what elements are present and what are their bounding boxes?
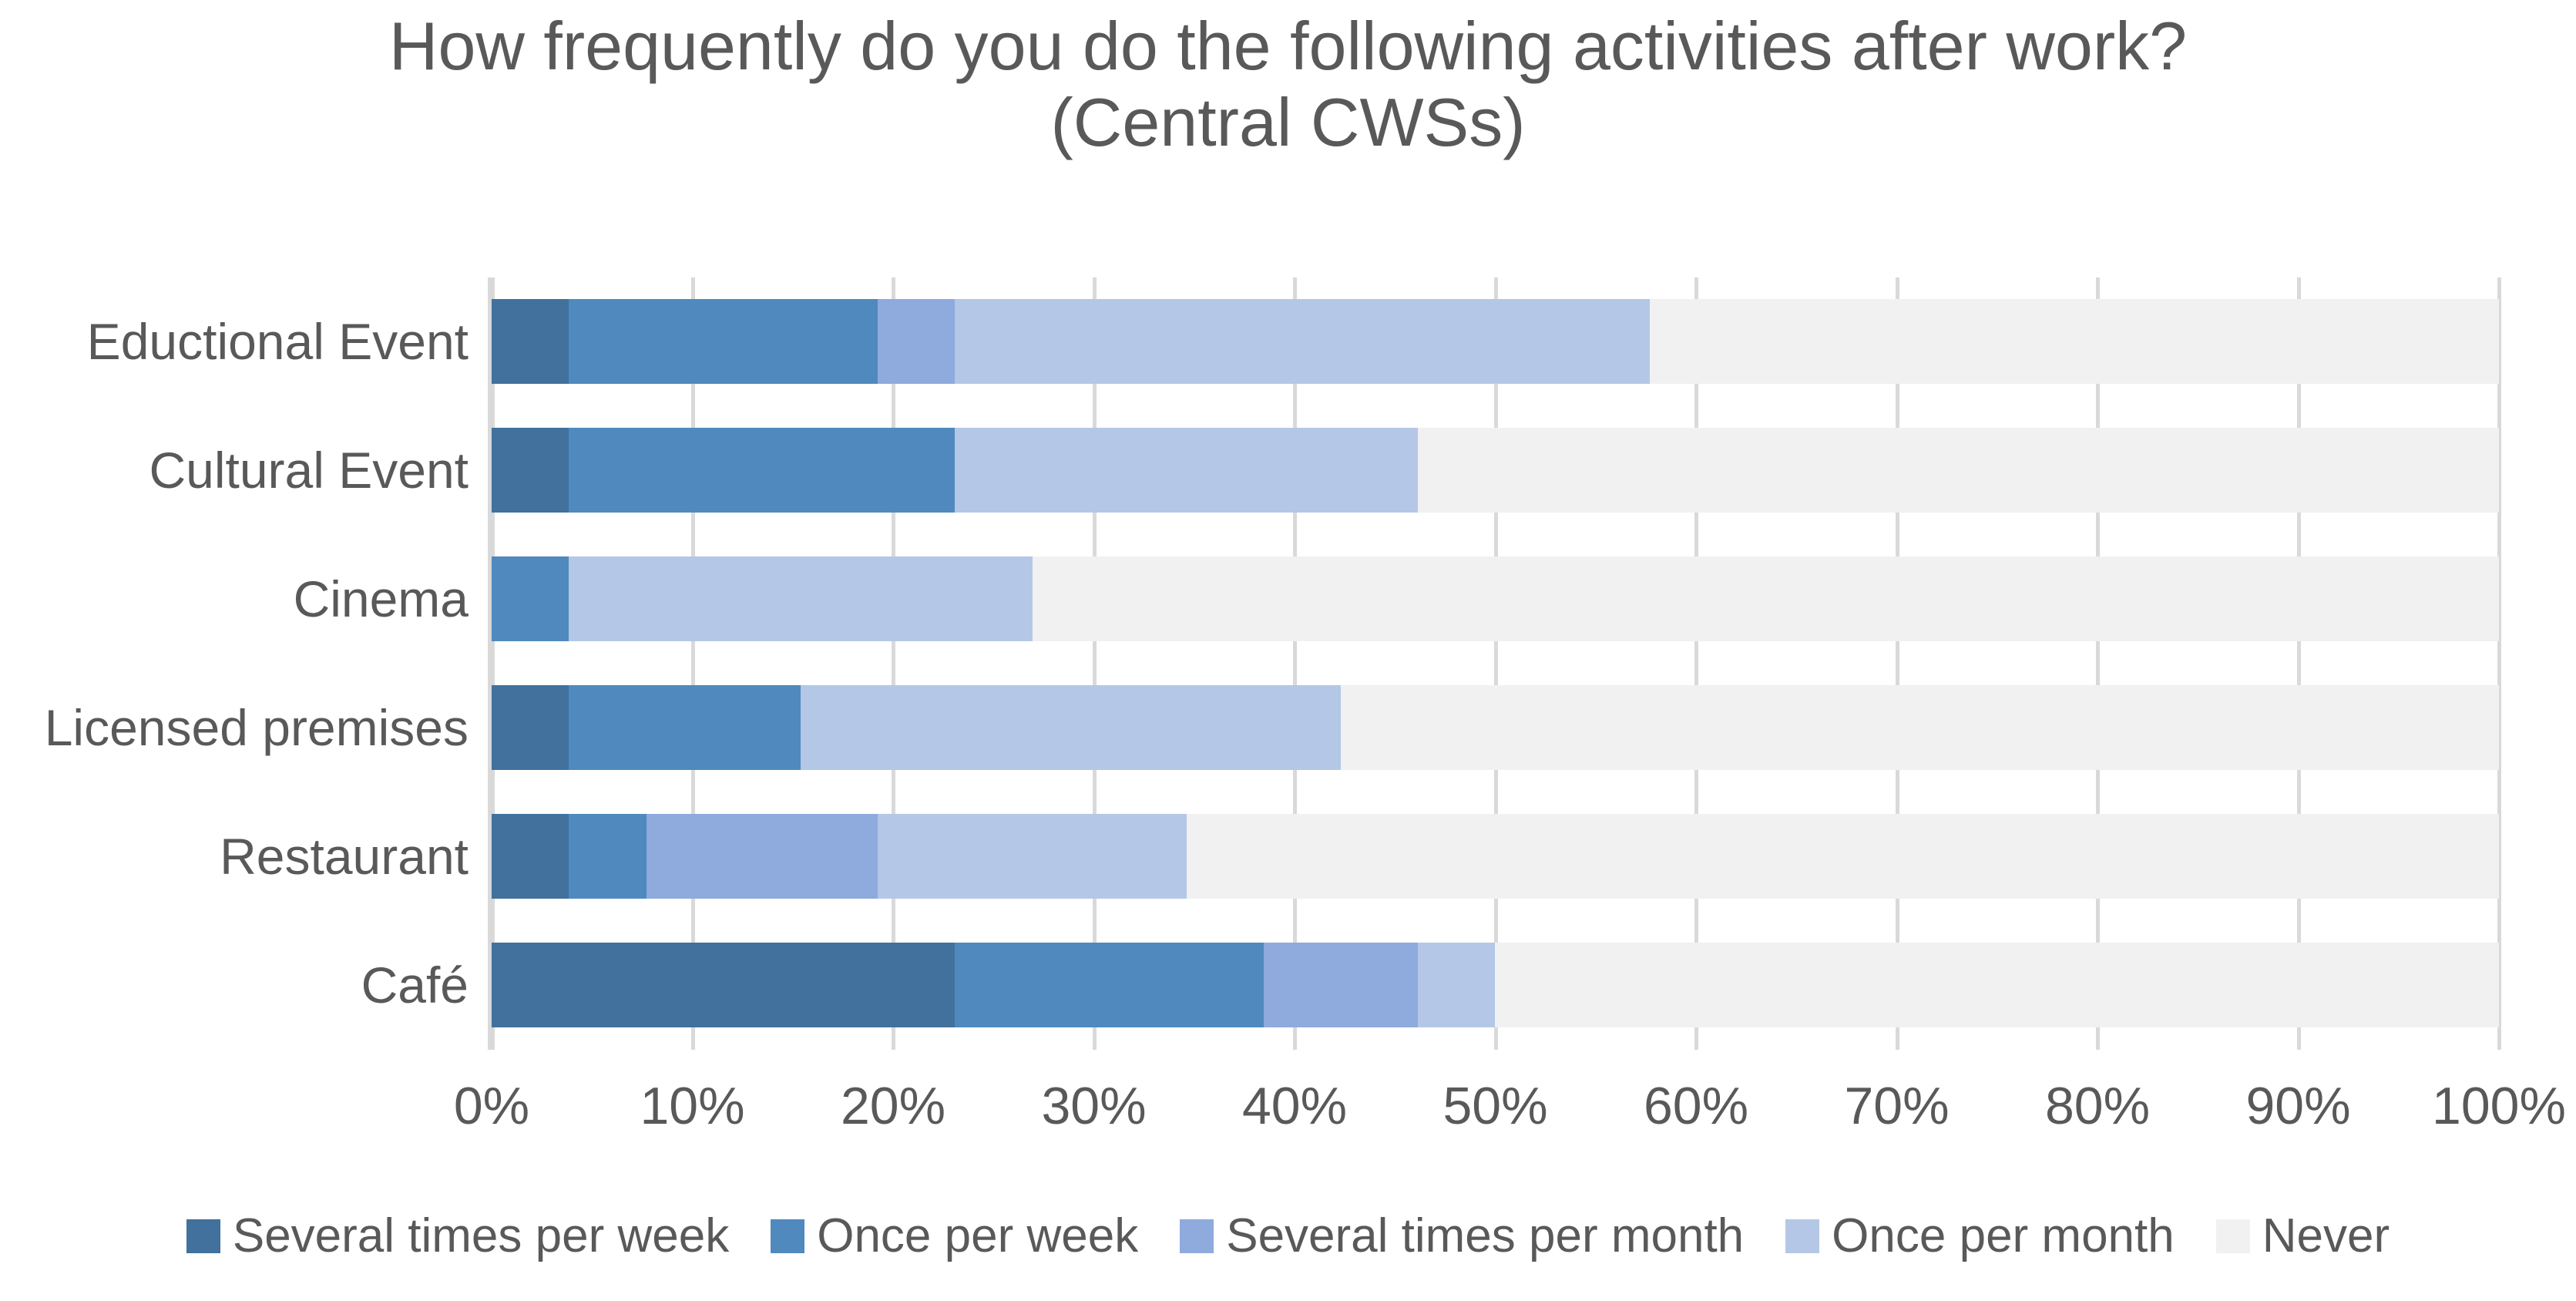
bar-eductional-event — [492, 299, 2500, 384]
bar-licensed-premises-segment-never — [1341, 685, 2499, 770]
category-label-caf: Café — [361, 956, 469, 1014]
legend-swatch-once-per-week — [771, 1219, 805, 1253]
legend-item-never: Never — [2215, 1209, 2390, 1263]
gridline-30 — [1092, 277, 1097, 1050]
bar-cinema-segment-once-per-month — [569, 556, 1033, 641]
bar-caf-segment-never — [1495, 943, 2499, 1027]
category-label-restaurant: Restaurant — [220, 828, 469, 885]
legend-swatch-several-times-per-month — [1180, 1219, 1214, 1253]
gridline-60 — [1694, 277, 1698, 1050]
bar-cinema-segment-once-per-week — [492, 556, 569, 641]
gridline-80 — [2096, 277, 2100, 1050]
category-label-cinema: Cinema — [293, 570, 469, 627]
gridline-20 — [892, 277, 895, 1050]
x-tick-label-20: 20% — [840, 1077, 946, 1135]
x-tick-label-10: 10% — [640, 1077, 745, 1135]
bar-cultural-event — [492, 428, 2500, 513]
x-tick-label-50: 50% — [1442, 1077, 1548, 1135]
category-label-licensed-premises: Licensed premises — [44, 699, 469, 756]
plot-area — [488, 277, 2501, 1050]
bar-caf-segment-several-times-per-week — [492, 943, 956, 1027]
x-tick-label-40: 40% — [1241, 1077, 1348, 1135]
bar-cultural-event-segment-once-per-month — [955, 428, 1419, 513]
bar-restaurant — [492, 814, 2499, 899]
gridline-50 — [1493, 277, 1498, 1050]
gridline-100 — [2497, 277, 2501, 1050]
bar-eductional-event-segment-several-times-per-week — [492, 299, 569, 384]
bar-restaurant-segment-once-per-month — [878, 814, 1187, 899]
legend-item-several-times-per-week: Several times per week — [186, 1209, 729, 1263]
gridline-10 — [690, 277, 695, 1050]
legend-label-once-per-month: Once per month — [1832, 1209, 2175, 1262]
x-tick-label-30: 30% — [1041, 1077, 1147, 1135]
bar-restaurant-segment-several-times-per-month — [646, 814, 878, 899]
bar-eductional-event-segment-once-per-month — [955, 299, 1651, 384]
gridline-40 — [1293, 277, 1297, 1050]
bar-caf-segment-once-per-month — [1418, 943, 1496, 1027]
bar-caf-segment-several-times-per-month — [1263, 943, 1419, 1027]
bar-cultural-event-segment-several-times-per-week — [492, 428, 569, 513]
bar-restaurant-segment-never — [1186, 814, 2499, 899]
bar-cultural-event-segment-once-per-week — [569, 428, 956, 513]
gridline-0 — [488, 277, 495, 1050]
legend: Several times per week Once per week Sever… — [0, 1209, 2576, 1263]
bar-restaurant-segment-once-per-week — [569, 814, 647, 899]
chart-title-line1: How frequently do you do the following a… — [388, 8, 2188, 84]
bar-caf-segment-once-per-week — [955, 943, 1264, 1027]
bar-licensed-premises — [492, 685, 2499, 770]
legend-label-several-times-per-month: Several times per month — [1226, 1209, 1745, 1262]
bar-cinema — [492, 556, 2500, 641]
x-tick-label-60: 60% — [1643, 1077, 1749, 1135]
x-tick-label-0: 0% — [453, 1077, 530, 1135]
bar-cinema-segment-never — [1032, 556, 2500, 641]
bar-eductional-event-segment-once-per-week — [569, 299, 878, 384]
gridline-90 — [2296, 277, 2301, 1050]
gridline-70 — [1895, 277, 1899, 1050]
x-tick-label-80: 80% — [2044, 1077, 2151, 1135]
legend-label-once-per-week: Once per week — [817, 1209, 1139, 1262]
legend-item-several-times-per-month: Several times per month — [1180, 1209, 1744, 1263]
bar-eductional-event-segment-never — [1650, 299, 2500, 384]
legend-swatch-never — [2215, 1219, 2250, 1253]
x-tick-label-90: 90% — [2245, 1077, 2351, 1135]
category-label-eductional-event: Eductional Event — [86, 313, 469, 370]
x-tick-label-70: 70% — [1844, 1077, 1950, 1135]
chart-title-line2: (Central CWSs) — [1050, 84, 1526, 161]
chart-title: How frequently do you do the following a… — [0, 8, 2576, 161]
legend-swatch-several-times-per-week — [186, 1219, 220, 1253]
x-tick-label-100: 100% — [2432, 1077, 2566, 1135]
category-label-cultural-event: Cultural Event — [149, 442, 469, 499]
bar-restaurant-segment-several-times-per-week — [492, 814, 569, 899]
bar-licensed-premises-segment-several-times-per-week — [492, 685, 569, 770]
legend-swatch-once-per-month — [1785, 1219, 1820, 1253]
bar-caf — [492, 943, 2499, 1027]
bar-licensed-premises-segment-once-per-week — [569, 685, 801, 770]
legend-item-once-per-week: Once per week — [771, 1209, 1138, 1263]
bar-licensed-premises-segment-once-per-month — [800, 685, 1342, 770]
bar-cultural-event-segment-never — [1418, 428, 2500, 513]
legend-item-once-per-month: Once per month — [1785, 1209, 2175, 1263]
legend-label-never: Never — [2262, 1209, 2390, 1262]
legend-label-several-times-per-week: Several times per week — [232, 1209, 730, 1262]
bar-eductional-event-segment-several-times-per-month — [877, 299, 956, 384]
